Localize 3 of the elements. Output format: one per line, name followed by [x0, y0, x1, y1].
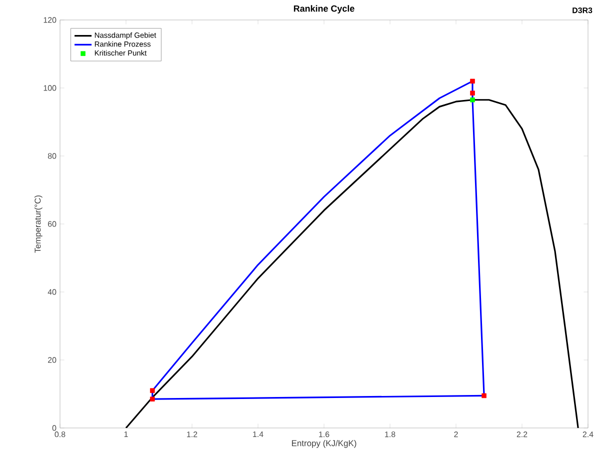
chart-title: Rankine Cycle	[294, 5, 354, 14]
x-axis-title: Entropy (KJ/KgK)	[292, 440, 356, 448]
y-axis-title: Temperatur(°C)	[34, 196, 42, 253]
